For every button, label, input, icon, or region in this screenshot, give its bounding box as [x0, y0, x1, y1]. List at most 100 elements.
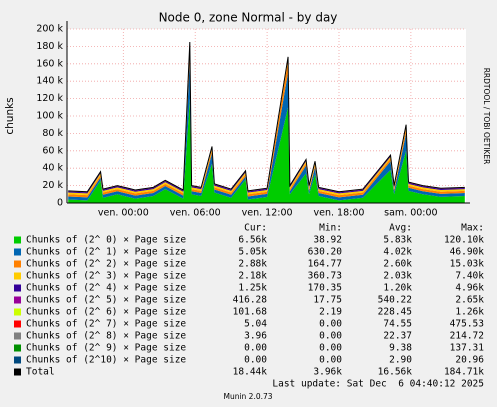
stat-value: 416.28 — [233, 295, 268, 306]
stat-value: 101.68 — [233, 307, 268, 318]
y-tick-label: 60 k — [42, 145, 63, 156]
stat-value: 0.00 — [319, 355, 342, 366]
y-axis-label: chunks — [4, 97, 16, 134]
stat-value: 214.72 — [450, 331, 484, 342]
legend-label: Chunks of (2^ 2) × Page size — [26, 259, 186, 270]
total-line — [68, 42, 465, 193]
legend-label: Total — [26, 367, 55, 378]
stat-value: 2.18k — [238, 271, 267, 282]
stat-value: 9.38 — [389, 343, 412, 354]
legend-label: Chunks of (2^ 4) × Page size — [26, 283, 186, 294]
legend-label: Chunks of (2^ 1) × Page size — [26, 247, 186, 258]
stat-value: 17.75 — [313, 295, 342, 306]
x-tick-label: ven. 18:00 — [314, 208, 365, 219]
stat-value: 22.37 — [383, 331, 412, 342]
legend-swatch — [14, 260, 21, 268]
legend-label: Chunks of (2^ 8) × Page size — [26, 331, 186, 342]
stat-value: 2.19 — [319, 307, 342, 318]
y-tick-label: 160 k — [36, 58, 63, 69]
x-tick-label: sam. 00:00 — [384, 208, 437, 219]
legend-label: Chunks of (2^10) × Page size — [26, 355, 186, 366]
stat-value: 0.00 — [319, 319, 342, 330]
stat-value: 170.35 — [308, 283, 342, 294]
stat-value: 4.02k — [383, 247, 412, 258]
stat-value: 164.77 — [308, 259, 342, 270]
legend-label: Chunks of (2^ 0) × Page size — [26, 235, 186, 246]
stats-header: Avg: — [389, 223, 412, 234]
y-tick-label: 200 k — [36, 24, 63, 35]
stat-value: 3.96 — [244, 331, 267, 342]
stat-value: 1.20k — [383, 283, 412, 294]
stat-value: 5.05k — [238, 247, 267, 258]
y-tick-label: 120 k — [36, 93, 63, 104]
legend-swatch — [14, 272, 21, 280]
stat-value: 15.03k — [450, 259, 485, 270]
legend-label: Chunks of (2^ 7) × Page size — [26, 319, 186, 330]
stats-header: Min: — [319, 223, 342, 234]
y-tick-label: 0 — [57, 198, 63, 209]
legend-swatch — [14, 320, 21, 328]
stat-value: 120.10k — [444, 235, 484, 246]
stat-value: 5.04 — [244, 319, 267, 330]
stat-value: 74.55 — [383, 319, 412, 330]
stats-header: Max: — [461, 223, 484, 234]
stat-value: 7.40k — [455, 271, 484, 282]
legend-swatch — [14, 296, 21, 304]
x-tick-label: ven. 06:00 — [170, 208, 221, 219]
x-tick-label: ven. 00:00 — [98, 208, 149, 219]
y-tick-label: 40 k — [42, 163, 63, 174]
stat-value: 2.90 — [389, 355, 412, 366]
side-text: RRDTOOL / TOBI OETIKER — [482, 68, 491, 165]
stat-value: 2.60k — [383, 259, 412, 270]
stat-value: 6.56k — [238, 235, 267, 246]
stat-value: 20.96 — [455, 355, 484, 366]
footer: Last update: Sat Dec 6 04:40:12 2025 — [272, 379, 484, 390]
legend-swatch — [14, 248, 21, 256]
stat-value: 2.88k — [238, 259, 267, 270]
stat-value: 137.31 — [450, 343, 485, 354]
legend-swatch — [14, 344, 21, 352]
stat-value: 630.20 — [308, 247, 343, 258]
stat-value: 46.90k — [450, 247, 485, 258]
y-tick-label: 100 k — [36, 111, 63, 122]
stat-value: 228.45 — [378, 307, 412, 318]
version: Munin 2.0.73 — [223, 392, 272, 401]
stat-value: 0.00 — [244, 355, 267, 366]
legend: Cur: Min: Avg: Max: Chunks of (2^ 0) × Page … — [14, 223, 484, 378]
legend-swatch — [14, 368, 21, 376]
legend-label: Chunks of (2^ 6) × Page size — [26, 307, 186, 318]
stats-header: Cur: — [244, 223, 267, 234]
stat-value: 2.65k — [455, 295, 484, 306]
legend-swatch — [14, 332, 21, 340]
areas — [68, 42, 465, 203]
stat-value: 5.83k — [383, 235, 412, 246]
legend-swatch — [14, 284, 21, 292]
stat-value: 0.00 — [244, 343, 267, 354]
legend-swatch — [14, 308, 21, 316]
stat-value: 38.92 — [313, 235, 342, 246]
chart-title: Node 0, zone Normal - by day — [159, 11, 338, 25]
ticks: 0 20 k 40 k 60 k 80 k 100 k 120 k 140 k 160 k 180… — [36, 21, 470, 219]
stat-value: 18.44k — [233, 367, 268, 378]
stat-value: 2.03k — [383, 271, 412, 282]
y-tick-label: 80 k — [42, 128, 63, 139]
stat-value: 1.26k — [455, 307, 484, 318]
legend-swatch — [14, 236, 21, 244]
stat-value: 16.56k — [378, 367, 413, 378]
stat-value: 360.73 — [308, 271, 342, 282]
legend-label: Chunks of (2^ 9) × Page size — [26, 343, 186, 354]
stat-value: 0.00 — [319, 343, 342, 354]
y-tick-label: 180 k — [36, 41, 63, 52]
y-tick-label: 20 k — [42, 180, 63, 191]
stat-value: 0.00 — [319, 331, 342, 342]
y-tick-label: 140 k — [36, 76, 63, 87]
stat-value: 540.22 — [378, 295, 412, 306]
stat-value: 4.96k — [455, 283, 484, 294]
x-tick-label: ven. 12:00 — [242, 208, 293, 219]
stat-value: 475.53 — [450, 319, 484, 330]
legend-label: Chunks of (2^ 3) × Page size — [26, 271, 186, 282]
legend-swatch — [14, 356, 21, 364]
stat-value: 1.25k — [238, 283, 267, 294]
legend-label: Chunks of (2^ 5) × Page size — [26, 295, 186, 306]
